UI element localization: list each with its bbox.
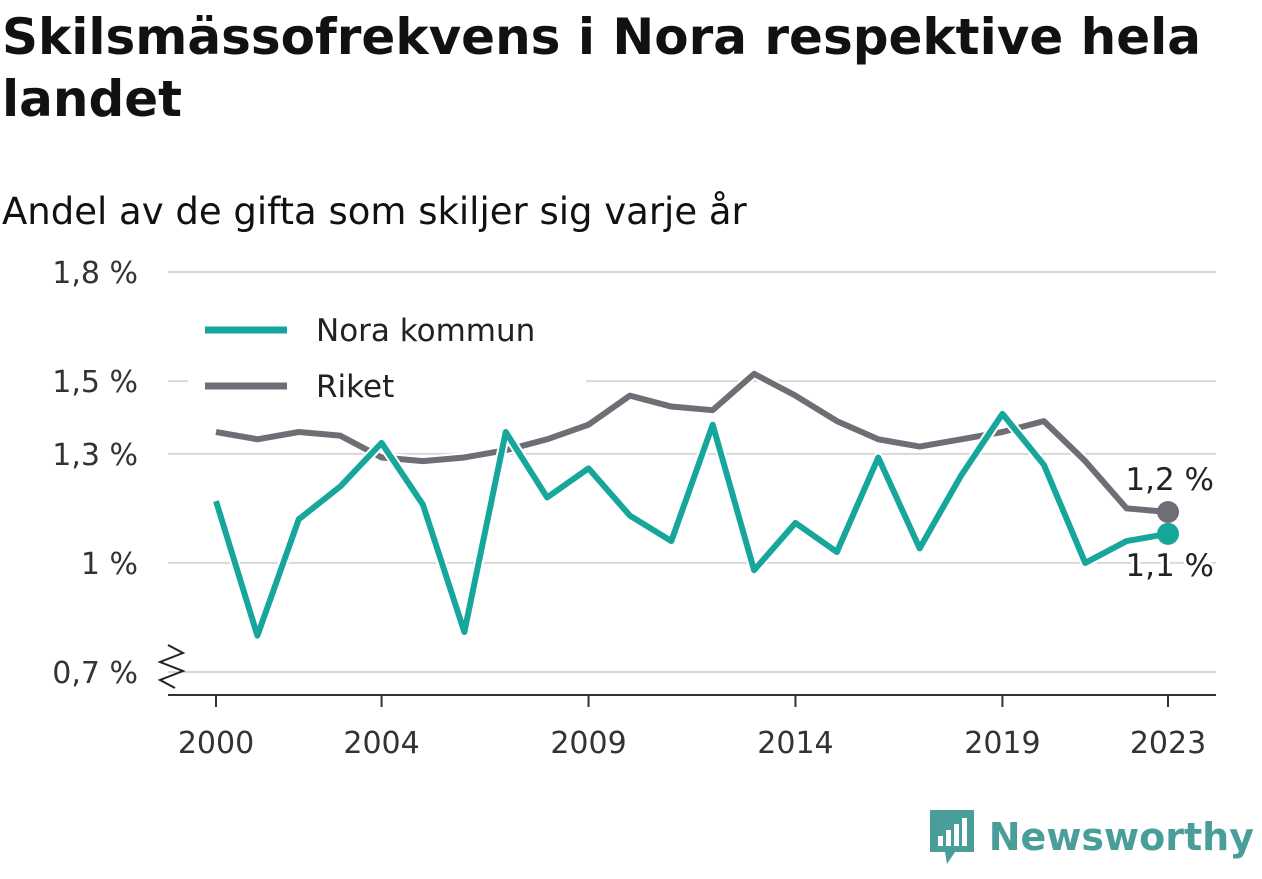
y-tick-label: 1,5 %: [52, 365, 138, 400]
y-tick-label: 1,8 %: [52, 256, 138, 291]
brand-logo: Newsworthy: [927, 807, 1254, 867]
brand-name: Newsworthy: [988, 815, 1254, 859]
x-tick-label: 2023: [1130, 726, 1206, 761]
series-end-point: [1157, 501, 1179, 523]
y-tick-label: 1 %: [81, 547, 138, 582]
x-tick-label: 2009: [550, 726, 626, 761]
series-end-point: [1157, 522, 1179, 545]
newsworthy-logo-icon: [929, 810, 974, 864]
series-line: [213, 410, 1169, 639]
end-labels: 1,2 % 1,1 %: [1122, 459, 1217, 587]
axis-layer: 0,7 % 1 % 1,3 % 1,5 % 1,8 % 2000 2004 2009 2014 2…: [52, 256, 1216, 761]
legend-label: Nora kommun: [316, 313, 535, 349]
x-tick-label: 2000: [178, 726, 254, 761]
end-label-nora: 1,1 %: [1125, 548, 1214, 584]
x-tick-label: 2014: [757, 726, 833, 761]
legend-label: Riket: [316, 369, 394, 405]
series-layer: [211, 368, 1179, 641]
x-tick-label: 2019: [964, 726, 1040, 761]
chart-subtitle: Andel av de gifta som skiljer sig varje …: [2, 190, 747, 233]
legend-background: [188, 300, 586, 415]
y-tick-label: 1,3 %: [52, 438, 138, 473]
y-tick-label: 0,7 %: [52, 656, 138, 691]
end-label-riket: 1,2 %: [1125, 462, 1214, 498]
axis-break-marker: [157, 644, 186, 689]
chart-title: Skilsmässofrekvens i Nora respektive hel…: [2, 8, 1202, 128]
x-tick-label: 2004: [343, 726, 419, 761]
legend: Nora kommun Riket: [188, 300, 586, 415]
